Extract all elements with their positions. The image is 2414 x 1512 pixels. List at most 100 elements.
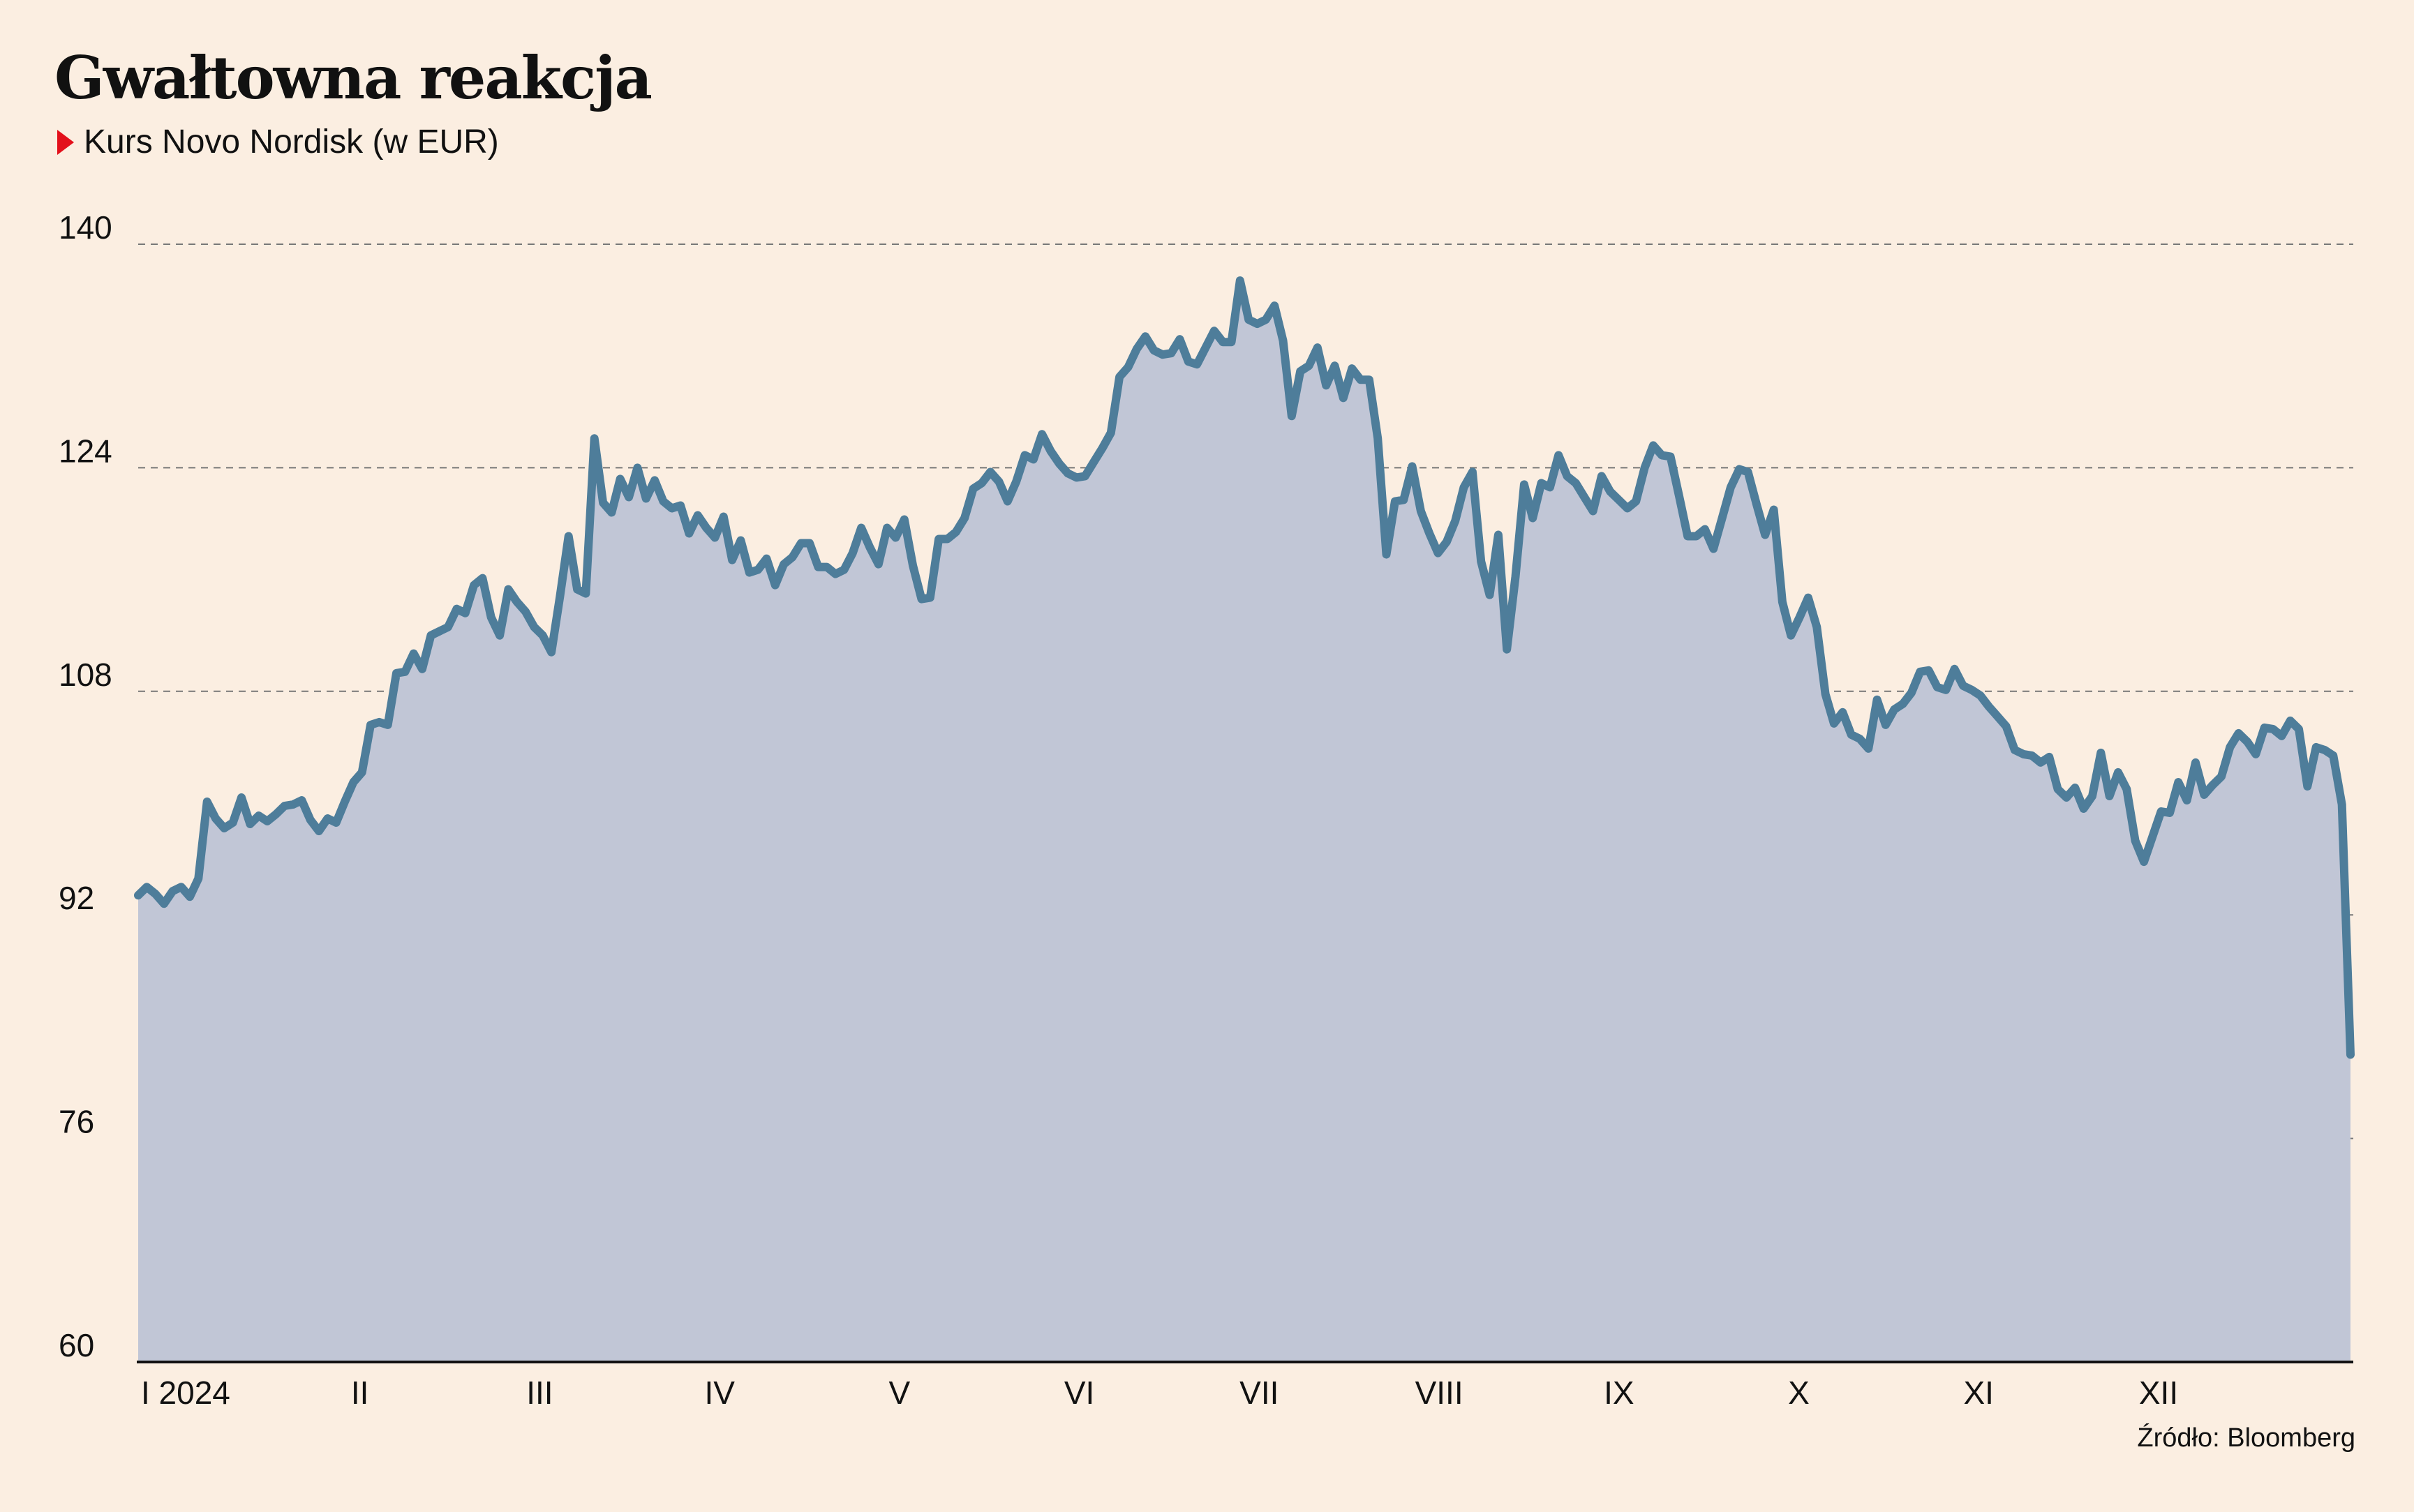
- x-tick-label: IX: [1604, 1375, 1634, 1411]
- data-point: [1041, 433, 1043, 435]
- data-point: [2083, 807, 2085, 810]
- line-layer: [134, 276, 2355, 1059]
- data-point: [318, 830, 320, 832]
- data-point: [705, 527, 708, 530]
- data-point: [1350, 367, 1353, 370]
- data-point: [1092, 461, 1095, 463]
- data-point: [2117, 771, 2119, 774]
- data-point: [2315, 746, 2318, 749]
- data-point: [1282, 339, 1285, 342]
- data-point: [713, 537, 716, 539]
- data-point: [1798, 616, 1801, 619]
- data-point: [800, 542, 803, 545]
- data-point: [1075, 476, 1078, 479]
- data-point: [1773, 509, 1775, 511]
- data-point: [180, 885, 183, 888]
- data-point: [2332, 754, 2334, 757]
- data-point: [972, 487, 975, 490]
- data-point: [1480, 560, 1482, 563]
- data-point: [1127, 366, 1130, 368]
- data-point: [343, 800, 346, 803]
- data-point: [1032, 458, 1035, 461]
- data-point: [1566, 474, 1569, 477]
- data-point: [2228, 746, 2231, 749]
- data-point: [1824, 693, 1827, 696]
- data-point: [1669, 455, 1672, 458]
- data-point: [1205, 346, 1207, 349]
- data-point: [2289, 719, 2292, 722]
- data-point: [2272, 728, 2274, 731]
- data-point: [1712, 548, 1715, 551]
- data-point: [1170, 352, 1172, 354]
- x-tick-label: XI: [1963, 1375, 1993, 1411]
- data-point: [834, 573, 837, 576]
- data-point: [1101, 447, 1104, 449]
- subtitle-text: Kurs Novo Nordisk (w EUR): [84, 123, 499, 160]
- data-point: [447, 626, 449, 629]
- chart-title: Gwałtowna reakcja: [54, 43, 653, 112]
- area-layer: [138, 280, 2350, 1363]
- data-point: [791, 556, 794, 559]
- data-point: [455, 608, 458, 611]
- data-point: [472, 584, 475, 587]
- data-point: [1342, 396, 1345, 399]
- chart-subtitle: Kurs Novo Nordisk (w EUR): [57, 126, 499, 159]
- data-point: [137, 894, 140, 897]
- data-point: [1970, 689, 1973, 691]
- data-point: [1592, 510, 1595, 513]
- data-point: [223, 827, 225, 830]
- data-point: [567, 535, 570, 538]
- data-point: [1893, 708, 1895, 711]
- data-point: [2194, 761, 2197, 764]
- data-point: [197, 877, 200, 880]
- data-point: [894, 537, 897, 539]
- data-point: [817, 566, 819, 569]
- data-point: [1979, 694, 1982, 697]
- data-point: [1910, 691, 1913, 694]
- data-point: [335, 821, 338, 824]
- data-point: [1256, 322, 1259, 325]
- data-point: [2091, 795, 2094, 798]
- data-point: [2108, 795, 2111, 798]
- data-point: [1050, 449, 1052, 452]
- data-point: [1221, 340, 1224, 343]
- data-point: [1531, 517, 1534, 520]
- data-point: [2160, 810, 2163, 813]
- data-point: [645, 497, 648, 500]
- data-point: [1153, 349, 1156, 352]
- data-point: [2057, 788, 2059, 791]
- data-point: [1514, 576, 1517, 578]
- data-point: [171, 890, 174, 892]
- data-point: [1497, 534, 1500, 537]
- data-point: [369, 724, 372, 726]
- data-point: [1902, 703, 1905, 705]
- data-point: [266, 820, 269, 823]
- data-point: [507, 588, 509, 591]
- data-point: [1850, 733, 1853, 736]
- data-point: [2280, 735, 2283, 738]
- data-point: [2048, 756, 2050, 758]
- data-point: [2031, 754, 2034, 757]
- data-point: [662, 500, 664, 503]
- data-point: [1618, 499, 1620, 502]
- data-point: [774, 584, 777, 587]
- data-point: [653, 479, 656, 481]
- data-point: [696, 514, 699, 517]
- data-point: [842, 569, 845, 571]
- data-point: [1402, 499, 1405, 502]
- data-point: [1695, 535, 1698, 538]
- y-tick-label: 60: [59, 1327, 94, 1363]
- data-point: [1789, 634, 1792, 637]
- data-point: [274, 813, 277, 816]
- data-point: [1721, 517, 1724, 520]
- triangle-marker-icon: [57, 130, 74, 155]
- data-point: [1239, 279, 1242, 282]
- data-point: [1066, 472, 1069, 474]
- data-point: [2005, 725, 2008, 728]
- data-point: [1858, 738, 1861, 740]
- data-point: [1626, 507, 1629, 510]
- data-point: [490, 616, 493, 619]
- data-point: [765, 557, 768, 560]
- data-point: [206, 800, 209, 803]
